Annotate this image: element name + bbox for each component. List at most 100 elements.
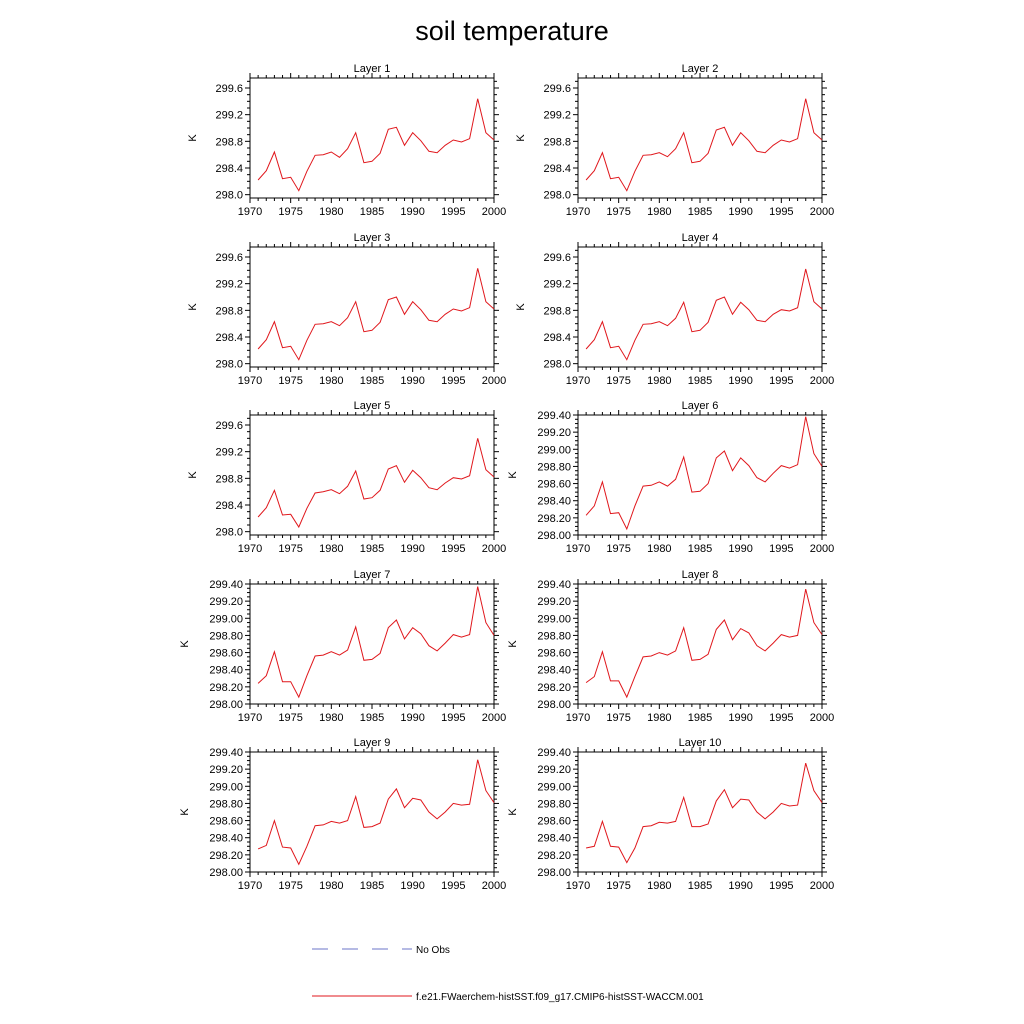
x-tick-label: 1980 <box>319 206 343 218</box>
x-tick-label: 1985 <box>360 206 384 218</box>
panel-title: Layer 3 <box>354 232 391 244</box>
x-tick-label: 1975 <box>278 712 302 724</box>
y-tick-label: 298.60 <box>537 816 571 828</box>
y-tick-label: 298.4 <box>215 163 243 175</box>
x-tick-label: 1980 <box>647 375 671 387</box>
x-tick-label: 2000 <box>482 880 506 892</box>
x-tick-label: 1970 <box>566 543 590 555</box>
series-line <box>257 438 495 529</box>
x-tick-label: 1995 <box>441 375 465 387</box>
y-tick-label: 299.6 <box>543 252 571 264</box>
x-tick-label: 1970 <box>238 880 262 892</box>
y-tick-label: 298.80 <box>209 798 243 810</box>
y-tick-label: 299.40 <box>537 410 571 422</box>
x-tick-label: 1985 <box>688 375 712 387</box>
x-tick-label: 1975 <box>606 206 630 218</box>
y-tick-label: 299.2 <box>543 279 571 291</box>
y-tick-label: 298.00 <box>537 530 571 542</box>
y-tick-label: 298.0 <box>215 359 243 371</box>
x-tick-label: 1980 <box>647 712 671 724</box>
y-axis-label: K <box>179 808 191 816</box>
x-tick-label: 1980 <box>647 543 671 555</box>
y-tick-label: 299.00 <box>209 781 243 793</box>
y-tick-label: 299.20 <box>537 596 571 608</box>
x-tick-label: 1995 <box>769 206 793 218</box>
x-tick-label: 1975 <box>606 712 630 724</box>
y-tick-label: 299.20 <box>537 427 571 439</box>
x-tick-label: 1975 <box>278 206 302 218</box>
y-tick-label: 299.2 <box>215 110 243 122</box>
x-tick-label: 1995 <box>769 543 793 555</box>
plot-frame <box>249 246 495 368</box>
panel-title: Layer 9 <box>354 737 391 749</box>
y-tick-label: 298.80 <box>537 630 571 642</box>
y-tick-label: 299.2 <box>215 447 243 459</box>
x-tick-label: 1985 <box>688 206 712 218</box>
y-tick-label: 298.60 <box>209 816 243 828</box>
y-tick-label: 298.00 <box>537 699 571 711</box>
plot-frame <box>249 414 495 536</box>
x-tick-label: 1980 <box>319 375 343 387</box>
x-tick-label: 1970 <box>238 206 262 218</box>
y-tick-label: 298.80 <box>537 798 571 810</box>
x-tick-label: 1995 <box>769 712 793 724</box>
y-tick-label: 298.0 <box>543 359 571 371</box>
x-tick-label: 2000 <box>482 206 506 218</box>
y-tick-label: 298.4 <box>543 332 571 344</box>
x-tick-label: 2000 <box>482 712 506 724</box>
x-tick-label: 1985 <box>360 543 384 555</box>
y-tick-label: 298.0 <box>215 190 243 202</box>
x-tick-label: 1995 <box>769 375 793 387</box>
x-tick-label: 1980 <box>319 880 343 892</box>
panel-title: Layer 1 <box>354 63 391 75</box>
y-tick-label: 298.80 <box>209 630 243 642</box>
plot-frame <box>577 583 823 705</box>
y-axis-label: K <box>187 471 199 479</box>
y-tick-label: 298.4 <box>543 163 571 175</box>
x-tick-label: 1975 <box>278 543 302 555</box>
y-axis-label: K <box>187 134 199 142</box>
y-tick-label: 299.40 <box>537 579 571 591</box>
y-axis-label: K <box>507 640 519 648</box>
panels-group: Layer 1 1970 1975 1980 1985 1990 1995 2000 298.0… <box>179 63 834 892</box>
panel-title: Layer 7 <box>354 569 391 581</box>
y-tick-label: 299.00 <box>537 781 571 793</box>
panel-title: Layer 2 <box>682 63 719 75</box>
x-tick-label: 2000 <box>482 543 506 555</box>
x-tick-label: 1990 <box>728 712 752 724</box>
x-tick-label: 1985 <box>688 880 712 892</box>
x-tick-label: 1970 <box>238 375 262 387</box>
x-tick-label: 1980 <box>647 880 671 892</box>
series-line <box>257 98 495 192</box>
x-tick-label: 1995 <box>441 543 465 555</box>
y-tick-label: 299.6 <box>543 83 571 95</box>
x-tick-label: 1990 <box>728 543 752 555</box>
x-tick-label: 1970 <box>566 375 590 387</box>
x-tick-label: 1995 <box>441 880 465 892</box>
y-tick-label: 299.40 <box>537 747 571 759</box>
y-axis-label: K <box>507 471 519 479</box>
y-tick-label: 299.20 <box>209 764 243 776</box>
x-tick-label: 1995 <box>769 880 793 892</box>
y-tick-label: 298.40 <box>537 665 571 677</box>
x-tick-label: 1975 <box>606 543 630 555</box>
plot-frame <box>577 246 823 368</box>
panel-title: Layer 6 <box>682 400 719 412</box>
x-tick-label: 1990 <box>400 375 424 387</box>
x-tick-label: 1980 <box>647 206 671 218</box>
x-tick-label: 1995 <box>441 206 465 218</box>
x-tick-label: 1985 <box>360 880 384 892</box>
panel-8: Layer 8 1970 1975 1980 1985 1990 1995 2000 298.0… <box>507 569 834 724</box>
x-tick-label: 1970 <box>238 712 262 724</box>
y-tick-label: 299.00 <box>537 613 571 625</box>
y-tick-label: 298.8 <box>215 473 243 485</box>
y-tick-label: 298.8 <box>543 305 571 317</box>
panel-6: Layer 6 1970 1975 1980 1985 1990 1995 2000 298.0… <box>507 400 834 555</box>
y-tick-label: 299.40 <box>209 579 243 591</box>
series-line <box>585 416 823 531</box>
x-tick-label: 1975 <box>278 880 302 892</box>
series-line <box>257 759 495 866</box>
y-axis-label: K <box>187 303 199 311</box>
x-tick-label: 1980 <box>319 543 343 555</box>
